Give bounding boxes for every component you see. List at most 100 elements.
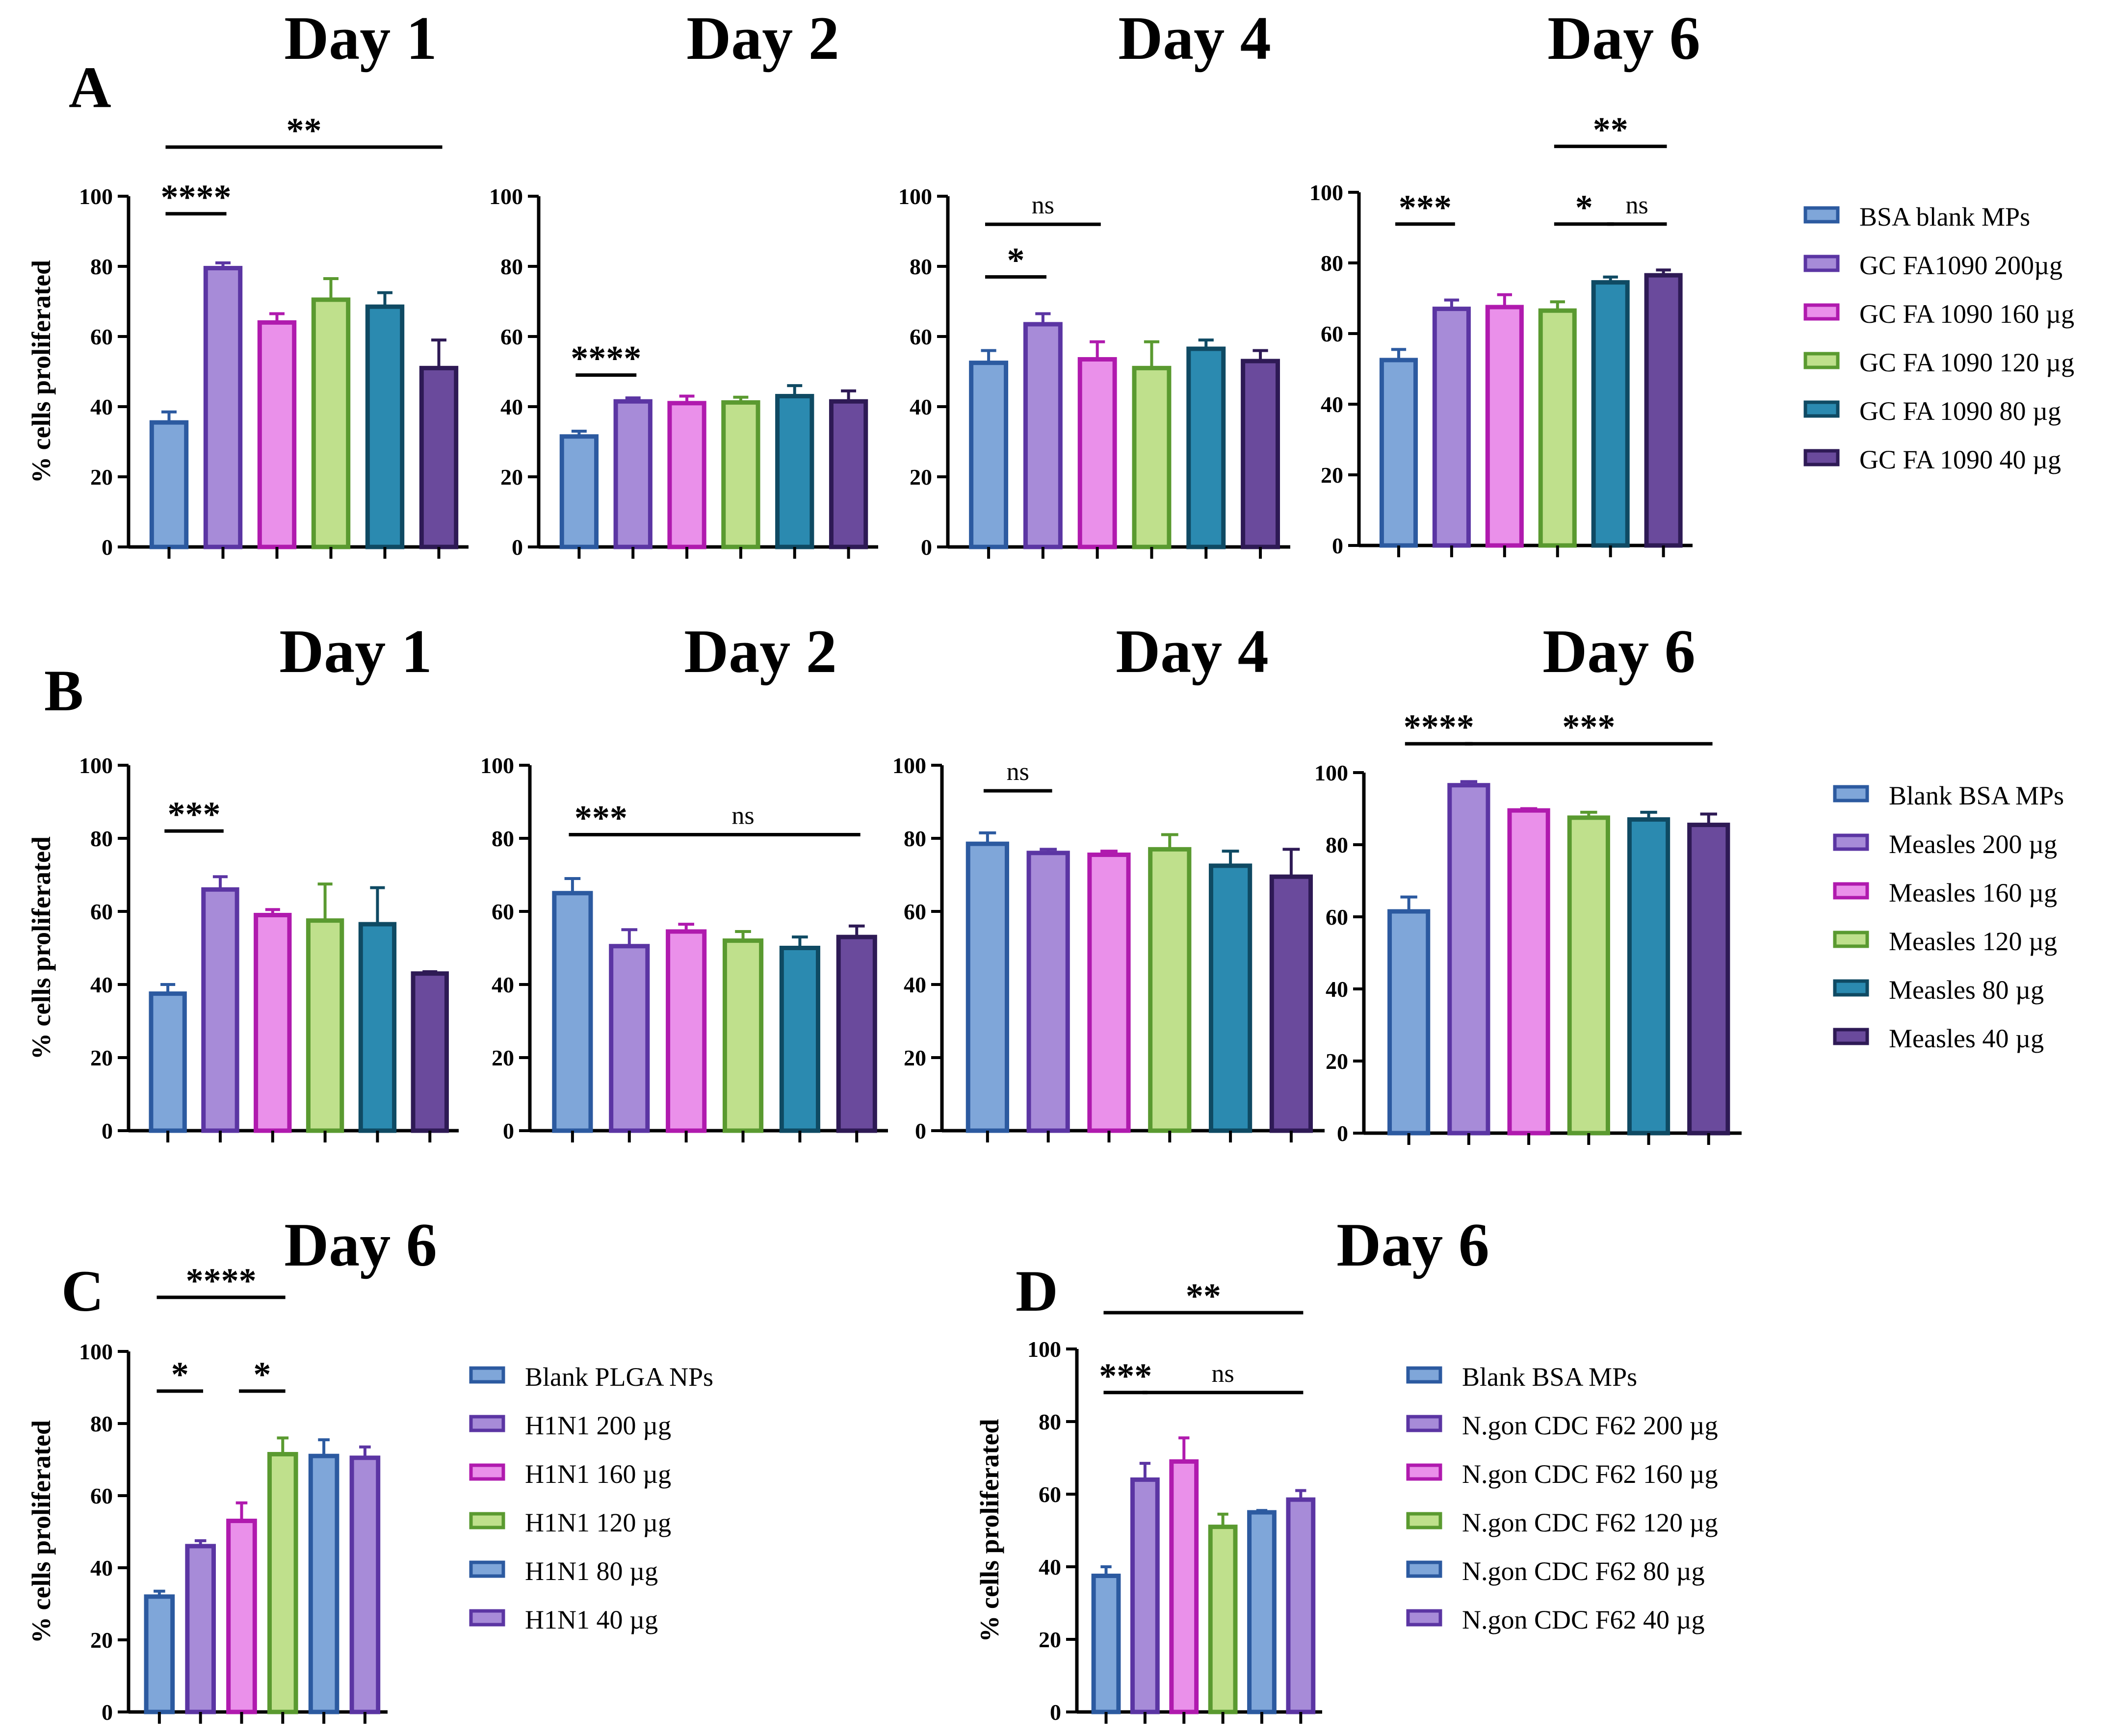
bar [609,944,650,1133]
y-tick-label: 40 [90,972,113,997]
significance-label: ** [1593,110,1628,149]
legend-swatch [469,1512,505,1529]
bar [257,320,297,549]
y-tick-label: 0 [503,1118,514,1143]
y-tick-label: 0 [921,535,932,560]
y-axis-label: % cells proliferated [975,1419,1004,1642]
y-tick-label: 40 [90,394,113,419]
chart-a-day4: Day 4 0 20 40 60 80 100 * ns [898,4,1290,560]
y-tick-label: 0 [915,1118,926,1143]
y-tick-label: 20 [910,465,932,490]
significance-label: **** [186,1261,257,1300]
panel-label-b: B [44,658,83,723]
bar [144,1594,175,1714]
y-tick-label: 80 [90,1411,113,1436]
y-axis-label: % cells proliferated [26,1420,56,1643]
y-tick-label: 20 [492,1045,514,1070]
chart-a-day2: Day 2 0 20 40 60 80 100 **** [489,4,878,560]
significance-label: * [171,1355,189,1394]
legend-label: GC FA 1090 80 µg [1859,396,2061,426]
panel-label-c: C [61,1258,104,1323]
legend-label: N.gon CDC F62 40 µg [1462,1605,1705,1634]
bar [1447,783,1490,1136]
legend-swatch [1803,303,1840,321]
panel-label-d: D [1016,1258,1058,1323]
y-tick-label: 60 [500,324,523,349]
bar [1241,359,1280,549]
bar [775,394,814,549]
y-tick-label: 20 [904,1045,926,1070]
bar [1379,358,1418,548]
bar [1567,815,1610,1136]
bar [149,991,187,1133]
y-tick-label: 100 [1314,760,1348,785]
legend-label: H1N1 120 µg [525,1508,671,1537]
bar [1687,823,1730,1136]
legend-swatch [1803,255,1840,272]
bar [721,400,760,549]
significance-label: * [1575,188,1593,227]
y-tick-label: 80 [492,826,514,851]
bar [358,922,397,1133]
chart-title: Day 6 [1547,4,1700,73]
y-tick-label: 80 [1039,1409,1061,1434]
legend-label: Measles 160 µg [1889,878,2057,907]
y-tick-label: 100 [79,753,113,778]
legend-swatch [1833,931,1869,948]
chart-b-day2: Day 2 0 20 40 60 80 100 *** ns [480,618,888,1143]
significance-label: ns [1626,191,1648,219]
legend-a: BSA blank MPs GC FA1090 200µg GC FA 1090 1… [1803,202,2074,474]
legend-swatch [1406,1609,1442,1627]
y-tick-label: 100 [1027,1337,1061,1362]
legend-swatch [1406,1366,1442,1384]
significance-label: * [253,1355,271,1394]
y-tick-label: 40 [492,972,514,997]
significance-label: **** [571,339,641,378]
bar [349,1455,381,1714]
bar [1208,863,1252,1133]
legend-label: Measles 40 µg [1889,1024,2044,1053]
y-tick-label: 0 [102,1700,113,1725]
bar [1269,874,1313,1133]
legend-label: GC FA 1090 120 µg [1859,348,2074,377]
y-tick-label: 40 [904,972,926,997]
y-tick-label: 80 [500,254,523,279]
bar [1627,817,1670,1136]
bar [419,365,459,549]
bar [965,841,1009,1133]
significance-label: ** [1186,1276,1221,1316]
chart-title: Day 6 [1336,1211,1489,1279]
bar [1507,808,1550,1136]
bar [1026,851,1070,1133]
significance-label: ns [1032,191,1054,219]
chart-title: Day 1 [284,4,437,73]
legend-label: Measles 200 µg [1889,829,2057,859]
legend-label: N.gon CDC F62 80 µg [1462,1556,1705,1586]
y-tick-label: 20 [1321,463,1343,488]
legend-label: GC FA 1090 160 µg [1859,299,2074,329]
legend-label: H1N1 160 µg [525,1459,671,1489]
bar [267,1451,298,1714]
y-tick-label: 60 [910,324,932,349]
y-tick-label: 100 [489,184,523,209]
legend-label: H1N1 200 µg [525,1411,671,1440]
y-tick-label: 60 [90,324,113,349]
bar [667,401,706,549]
y-tick-label: 20 [1326,1049,1348,1074]
chart-title: Day 4 [1116,618,1269,686]
significance-label: ns [1211,1360,1234,1388]
y-tick-label: 80 [910,254,932,279]
legend-label: N.gon CDC F62 120 µg [1462,1508,1718,1537]
chart-b-day1: Day 1 % cells proliferated 0 20 40 60 80 100 *** [26,618,459,1143]
y-tick-label: 80 [1326,832,1348,857]
y-tick-label: 60 [492,899,514,924]
panel-label-a: A [69,54,111,120]
legend-swatch [1406,1560,1442,1578]
legend-swatch [1803,449,1840,466]
significance-label: **** [1404,707,1474,747]
y-tick-label: 20 [90,1628,113,1653]
y-tick-label: 100 [79,184,113,209]
bar [1169,1459,1199,1714]
